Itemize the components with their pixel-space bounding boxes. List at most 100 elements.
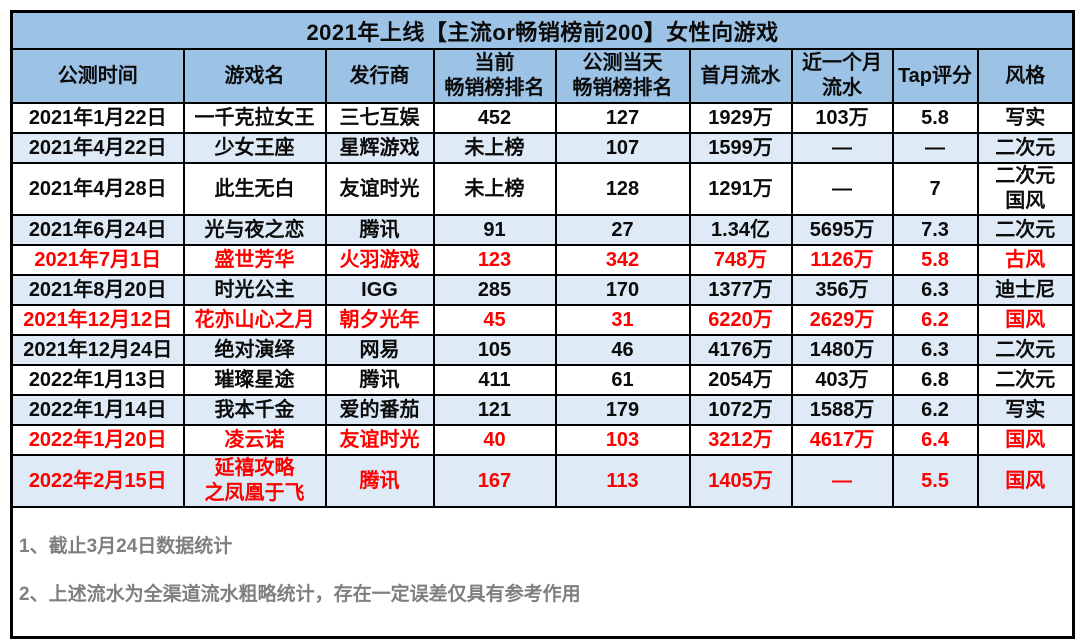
cell: 2021年12月12日 [10,304,185,336]
cell: 网易 [324,334,435,366]
cell: 285 [432,274,557,306]
cell: 2054万 [688,364,793,396]
cell: 4617万 [790,424,894,456]
cell: — [891,132,979,164]
table-row: 2021年12月12日 花亦山心之月 朝夕光年 45 31 6220万 2629万 6.2 国风 [10,304,1075,336]
cell: 1126万 [790,244,894,276]
cell: 128 [554,162,691,216]
cell: 一千克拉女王 [182,102,327,134]
cell: 友谊时光 [324,424,435,456]
cell: 5.8 [891,244,979,276]
table-row: 2022年1月13日 璀璨星途 腾讯 411 61 2054万 403万 6.8 二次元 [10,364,1075,396]
cell: 31 [554,304,691,336]
cell: 少女王座 [182,132,327,164]
cell: 二次元 [976,214,1075,246]
column-header: Tap评分 [891,48,979,104]
cell: 2022年1月13日 [10,364,185,396]
column-header: 风格 [976,48,1075,104]
cell: 27 [554,214,691,246]
cell: 2021年8月20日 [10,274,185,306]
table-title: 2021年上线【主流or畅销榜前200】女性向游戏 [10,10,1075,50]
cell: 星辉游戏 [324,132,435,164]
cell: 腾讯 [324,364,435,396]
cell: 国风 [976,424,1075,456]
cell: 2022年1月14日 [10,394,185,426]
cell: 6220万 [688,304,793,336]
cell: 1405万 [688,454,793,508]
cell: 腾讯 [324,454,435,508]
table-row: 2022年2月15日 延禧攻略 之凤凰于飞 腾讯 167 113 1405万 —5.5 国风 [10,454,1075,508]
cell: 盛世芳华 [182,244,327,276]
cell: 167 [432,454,557,508]
cell: 6.2 [891,394,979,426]
cell: 91 [432,214,557,246]
cell: 3212万 [688,424,793,456]
cell: 356万 [790,274,894,306]
cell: 时光公主 [182,274,327,306]
cell: 1588万 [790,394,894,426]
cell: 二次元 国风 [976,162,1075,216]
cell: 凌云诺 [182,424,327,456]
cell: 2629万 [790,304,894,336]
cell: 5.5 [891,454,979,508]
cell: 二次元 [976,334,1075,366]
cell: 1377万 [688,274,793,306]
cell: 113 [554,454,691,508]
cell: 2021年7月1日 [10,244,185,276]
cell: — [790,162,894,216]
cell: 46 [554,334,691,366]
column-header: 公测当天 畅销榜排名 [554,48,691,104]
cell: 7.3 [891,214,979,246]
cell: 此生无白 [182,162,327,216]
cell: 61 [554,364,691,396]
table-body: 2021年1月22日 一千克拉女王 三七互娱 452 127 1929万 103万 5.8 写实… [10,102,1075,508]
table-row: 2022年1月14日 我本千金 爱的番茄 121 179 1072万 1588万 6.2 写实 [10,394,1075,426]
games-table: 2021年上线【主流or畅销榜前200】女性向游戏 公测时间 游戏名 发行商 当前 畅… [10,10,1076,639]
cell: 6.4 [891,424,979,456]
cell: 2021年6月24日 [10,214,185,246]
cell: 友谊时光 [324,162,435,216]
cell: 5695万 [790,214,894,246]
cell: 1291万 [688,162,793,216]
cell: 写实 [976,102,1075,134]
cell: 6.3 [891,334,979,366]
cell: 2022年2月15日 [10,454,185,508]
cell: 452 [432,102,557,134]
cell: 二次元 [976,364,1075,396]
cell: 火羽游戏 [324,244,435,276]
cell: 6.2 [891,304,979,336]
cell: 342 [554,244,691,276]
cell: 103万 [790,102,894,134]
cell: 5.8 [891,102,979,134]
cell: 170 [554,274,691,306]
table-row: 2021年1月22日 一千克拉女王 三七互娱 452 127 1929万 103万 5.8 写实 [10,102,1075,134]
cell: 1480万 [790,334,894,366]
footnote-line: 2、上述流水为全渠道流水粗略统计，存在一定误差仅具有参考作用 [19,584,581,605]
header-row: 公测时间 游戏名 发行商 当前 畅销榜排名 公测当天 畅销榜排名 首月流水 近一个月 流水 T… [10,48,1075,104]
table-head: 2021年上线【主流or畅销榜前200】女性向游戏 公测时间 游戏名 发行商 当前 畅… [10,10,1075,104]
cell: 45 [432,304,557,336]
cell: 748万 [688,244,793,276]
cell: 二次元 [976,132,1075,164]
cell: 1929万 [688,102,793,134]
table-row: 2021年12月24日 绝对演绎 网易 105 46 4176万 1480万 6.3 二次元 [10,334,1075,366]
cell: 411 [432,364,557,396]
column-header: 公测时间 [10,48,185,104]
cell: 未上榜 [432,162,557,216]
cell: 光与夜之恋 [182,214,327,246]
cell: 127 [554,102,691,134]
cell: 2022年1月20日 [10,424,185,456]
table-row: 2021年7月1日 盛世芳华 火羽游戏 123 342 748万 1126万 5.8 古风 [10,244,1075,276]
cell: 107 [554,132,691,164]
cell: 7 [891,162,979,216]
cell: 国风 [976,454,1075,508]
footnotes: 1、截止3月24日数据统计 2、上述流水为全渠道流水粗略统计，存在一定误差仅具有… [10,506,1075,639]
footnote-line: 1、截止3月24日数据统计 [19,536,233,557]
cell: 绝对演绎 [182,334,327,366]
column-header: 发行商 [324,48,435,104]
table-row: 2021年6月24日 光与夜之恋 腾讯 91 27 1.34亿 5695万 7.3 二次元 [10,214,1075,246]
cell: 103 [554,424,691,456]
cell: 4176万 [688,334,793,366]
cell: 我本千金 [182,394,327,426]
